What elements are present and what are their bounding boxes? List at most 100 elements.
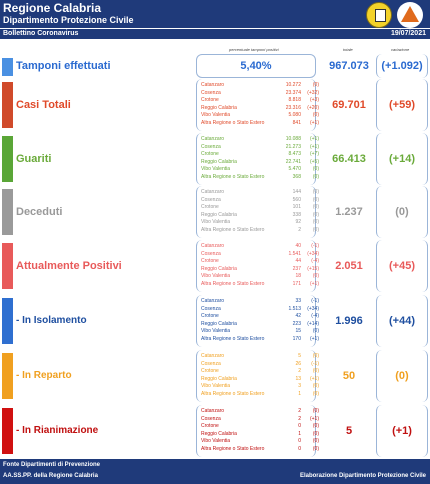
- detail-value: 0: [298, 423, 301, 429]
- tamponi-label: Tamponi effettuati: [16, 60, 111, 72]
- detail-delta: (0): [312, 438, 319, 444]
- detail-value: 2: [298, 226, 301, 233]
- detail-province: Altra Regione o Stato Estero: [201, 226, 265, 233]
- detail-province: Altra Regione o Stato Estero: [201, 335, 265, 342]
- detail-province: Catanzaro: [201, 353, 225, 359]
- detail-delta: (0): [312, 189, 319, 195]
- detail-value: 1.541: [288, 250, 301, 257]
- detail-delta: (+34): [307, 250, 319, 257]
- section-label: - In Isolamento: [16, 315, 87, 326]
- detail-value: 10.088: [285, 136, 301, 142]
- footer-credit: Elaborazione Dipartimento Protezione Civ…: [299, 473, 426, 479]
- section-var-box: [376, 186, 428, 238]
- detail-value: 40: [295, 243, 301, 249]
- detail-province: Catanzaro: [201, 408, 225, 414]
- tamponi-var: (+1.092): [381, 60, 423, 72]
- detail-delta: (+7): [309, 151, 319, 157]
- detail-delta: (-1): [311, 298, 319, 304]
- detail-delta: (0): [312, 328, 319, 334]
- section-label: Casi Totali: [16, 99, 71, 111]
- section-bar: [2, 82, 13, 128]
- detail-delta: (0): [312, 219, 319, 225]
- detail-province: Cosenza: [201, 360, 221, 367]
- section-total: 5: [345, 425, 353, 437]
- detail-delta: (0): [312, 390, 319, 397]
- detail-delta: (0): [312, 173, 319, 180]
- subheader: Bollettino Coronavirus 19/07/2021: [0, 29, 430, 39]
- detail-delta: (+15): [307, 265, 319, 272]
- bulletin-title: Bollettino Coronavirus: [3, 30, 79, 37]
- detail-delta: (0): [312, 408, 319, 414]
- detail-delta: (0): [312, 273, 319, 279]
- detail-delta: (0): [312, 226, 319, 233]
- header-title: Regione Calabria: [3, 1, 102, 15]
- region-crest-icon: [366, 2, 392, 28]
- detail-value: 1: [298, 390, 301, 397]
- header: Regione Calabria Dipartimento Protezione…: [0, 0, 430, 28]
- detail-province: Cosenza: [201, 89, 221, 96]
- detail-province: Reggio Calabria: [201, 158, 237, 165]
- section-label: Deceduti: [16, 206, 63, 218]
- detail-delta: (0): [312, 166, 319, 172]
- tamponi-pct-box: [196, 54, 316, 78]
- detail-value: 23.316: [285, 104, 301, 111]
- detail-province: Crotone: [201, 204, 219, 210]
- detail-value: 22.741: [285, 158, 301, 165]
- section-total: 2.051: [335, 260, 363, 272]
- detail-province: Catanzaro: [201, 298, 225, 304]
- detail-value: 15: [295, 328, 301, 334]
- detail-value: 237: [292, 265, 301, 272]
- detail-delta: (-4): [311, 258, 319, 264]
- detail-value: 2: [298, 408, 301, 414]
- detail-delta: (0): [312, 423, 319, 429]
- detail-value: 8.818: [288, 97, 301, 103]
- detail-value: 223: [292, 320, 301, 327]
- detail-value: 26: [295, 360, 301, 367]
- detail-province: Catanzaro: [201, 243, 225, 249]
- section-label: - In Reparto: [16, 370, 72, 381]
- detail-delta: (0): [312, 430, 319, 437]
- detail-delta: (0): [312, 445, 319, 452]
- tamponi-pct: 5,40%: [240, 60, 272, 72]
- detail-value: 101: [292, 204, 301, 210]
- detail-value: 171: [292, 280, 301, 287]
- detail-value: 3: [298, 383, 301, 389]
- section-var: (+44): [389, 315, 415, 327]
- detail-province: Vibo Valentia: [201, 383, 231, 389]
- section-detail-box: [196, 350, 316, 402]
- detail-value: 144: [292, 189, 301, 195]
- detail-delta: (-1): [311, 243, 319, 249]
- section-var: (+14): [389, 153, 415, 165]
- detail-province: Catanzaro: [201, 136, 225, 142]
- detail-value: 338: [292, 211, 301, 218]
- tamponi-bar: [2, 58, 13, 76]
- section-total: 66.413: [332, 153, 366, 165]
- detail-province: Crotone: [201, 97, 219, 103]
- tamponi-total: 967.073: [329, 60, 369, 72]
- section-detail-box: [196, 240, 316, 292]
- section-bar: [2, 189, 13, 235]
- detail-province: Crotone: [201, 368, 219, 374]
- detail-value: 1.513: [288, 305, 301, 312]
- civil-protection-logo-icon: [397, 2, 423, 28]
- detail-province: Cosenza: [201, 143, 221, 150]
- section-detail-box: [196, 133, 316, 185]
- detail-delta: (-1): [311, 360, 319, 367]
- detail-province: Reggio Calabria: [201, 430, 237, 437]
- detail-value: 0: [298, 445, 301, 452]
- detail-province: Cosenza: [201, 196, 221, 203]
- detail-delta: (0): [312, 211, 319, 218]
- header-subtitle: Dipartimento Protezione Civile: [3, 15, 134, 25]
- detail-province: Vibo Valentia: [201, 219, 231, 225]
- detail-value: 92: [295, 219, 301, 225]
- detail-delta: (0): [312, 204, 319, 210]
- detail-delta: (0): [312, 82, 319, 88]
- section-var-box: [376, 240, 428, 292]
- section-detail-box: [196, 79, 316, 131]
- detail-delta: (+1): [309, 119, 319, 126]
- section-total: 1.237: [335, 206, 363, 218]
- detail-province: Catanzaro: [201, 82, 225, 88]
- section-var-box: [376, 350, 428, 402]
- section-var-box: [376, 133, 428, 185]
- detail-province: Cosenza: [201, 415, 221, 422]
